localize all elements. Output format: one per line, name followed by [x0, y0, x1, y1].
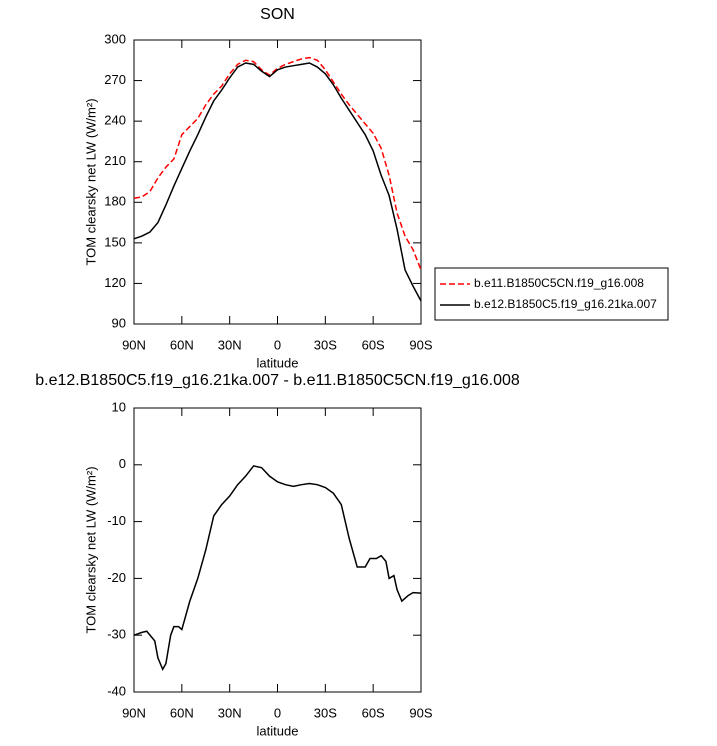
- y-axis-label: TOM clearsky net LW (W/m²): [83, 98, 98, 265]
- x-tick-label: 60S: [362, 337, 385, 352]
- y-tick-label: 90: [112, 315, 126, 330]
- x-tick-label: 90N: [122, 705, 146, 720]
- x-axis-label: latitude: [257, 723, 299, 738]
- y-tick-label: 270: [104, 72, 126, 87]
- x-tick-label: 30S: [314, 337, 337, 352]
- y-tick-label: 150: [104, 234, 126, 249]
- data-line: [133, 62, 422, 302]
- y-tick-label: 0: [119, 456, 126, 471]
- y-tick-label: 180: [104, 194, 126, 209]
- chart-title: b.e12.B1850C5.f19_g16.21ka.007 - b.e11.B…: [35, 372, 520, 389]
- x-axis-label: latitude: [257, 355, 299, 370]
- y-tick-label: -20: [107, 570, 126, 585]
- x-tick-label: 90N: [122, 337, 146, 352]
- y-tick-label: 240: [104, 113, 126, 128]
- y-tick-label: 120: [104, 275, 126, 290]
- legend-label: b.e12.B1850C5.f19_g16.21ka.007: [474, 297, 657, 311]
- x-tick-label: 0: [274, 705, 281, 720]
- x-tick-label: 30N: [218, 337, 242, 352]
- data-line: [133, 56, 422, 271]
- data-line: [133, 465, 422, 671]
- x-tick-label: 60S: [362, 705, 385, 720]
- y-tick-label: 300: [104, 31, 126, 46]
- x-tick-label: 0: [274, 337, 281, 352]
- legend-box: [434, 267, 669, 321]
- x-tick-label: 30S: [314, 705, 337, 720]
- y-tick-label: -30: [107, 627, 126, 642]
- x-tick-label: 90S: [409, 705, 432, 720]
- legend-label: b.e11.B1850C5CN.f19_g16.008: [474, 276, 644, 290]
- plot-frame: [133, 407, 422, 693]
- x-tick-label: 60N: [170, 337, 194, 352]
- chart-title: SON: [260, 6, 295, 23]
- y-tick-label: 10: [112, 399, 126, 414]
- y-tick-label: 210: [104, 153, 126, 168]
- y-axis-label: TOM clearsky net LW (W/m²): [83, 466, 98, 633]
- x-tick-label: 90S: [409, 337, 432, 352]
- plot-frame: [133, 39, 422, 325]
- y-tick-label: -10: [107, 513, 126, 528]
- x-tick-label: 60N: [170, 705, 194, 720]
- x-tick-label: 30N: [218, 705, 242, 720]
- y-tick-label: -40: [107, 683, 126, 698]
